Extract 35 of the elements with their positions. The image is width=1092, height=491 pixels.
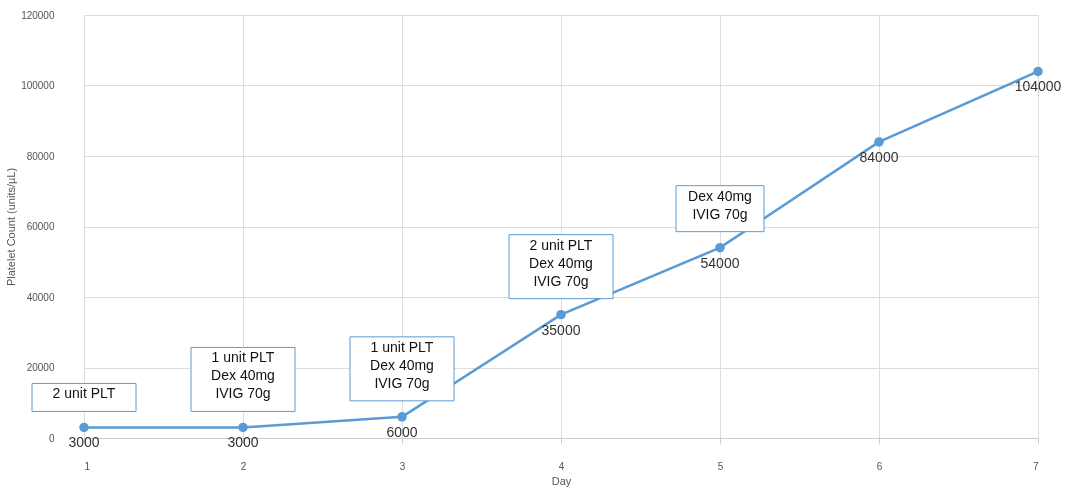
x-tick-label: 2 xyxy=(240,460,247,472)
y-axis-title: Platelet Count (units/µL) xyxy=(5,167,18,287)
point xyxy=(238,422,248,433)
y-tick-label: 120000 xyxy=(21,9,55,21)
y-tick-label: 20000 xyxy=(26,362,55,373)
point xyxy=(715,242,725,253)
data-label: 35000 xyxy=(541,321,581,338)
point xyxy=(79,422,89,433)
point xyxy=(556,309,566,320)
point xyxy=(1033,66,1043,77)
y-tick-label: 80000 xyxy=(26,150,55,162)
data-label: 104000 xyxy=(1014,78,1062,95)
annotation: Dex 40mg IVIG 70g xyxy=(688,187,752,222)
data-label: 84000 xyxy=(859,148,899,165)
y-tick-label: 60000 xyxy=(26,221,55,232)
data-label: 3000 xyxy=(68,434,100,451)
point xyxy=(874,137,884,147)
x-tick-label: 6 xyxy=(876,460,883,472)
x-tick-label: 5 xyxy=(717,460,724,472)
data-label: 54000 xyxy=(700,254,740,271)
annotation: 2 unit PLT Dex 40mg IVIG 70g xyxy=(529,236,593,289)
data-label: 6000 xyxy=(386,423,418,440)
x-tick-label: 3 xyxy=(399,460,406,472)
y-tick-label: 100000 xyxy=(21,80,55,91)
y-tick-label: 40000 xyxy=(26,291,55,303)
annotation: 1 unit PLT Dex 40mg IVIG 70g xyxy=(370,338,434,391)
annotation: 2 unit PLT xyxy=(52,385,116,402)
x-tick-label: 1 xyxy=(84,460,91,472)
x-axis-title: Day xyxy=(551,474,572,487)
y-tick-label: 0 xyxy=(48,432,55,444)
point xyxy=(397,412,407,422)
x-tick-label: 4 xyxy=(558,460,565,472)
data-label: 3000 xyxy=(227,434,259,451)
x-tick-label: 7 xyxy=(1032,460,1039,472)
annotation: 1 unit PLT Dex 40mg IVIG 70g xyxy=(211,349,275,402)
